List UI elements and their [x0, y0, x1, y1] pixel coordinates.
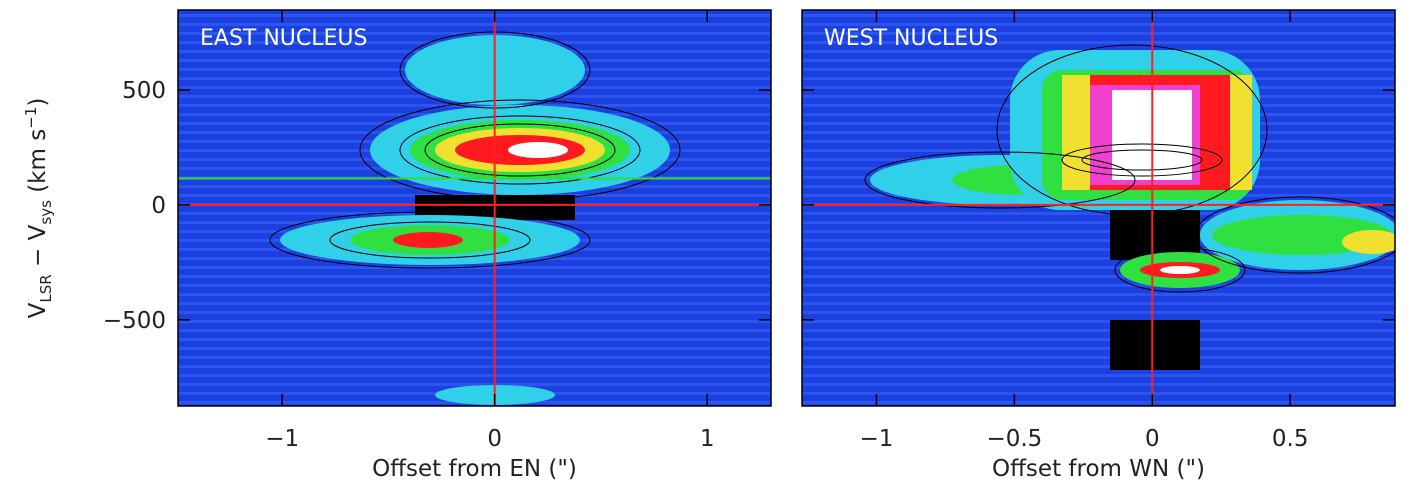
x-axis-label: Offset from WN (") [992, 456, 1205, 482]
y-label-part: ) [25, 98, 51, 107]
y-tick-label: 0 [151, 193, 166, 219]
x-tick-label: −0.5 [986, 426, 1042, 452]
y-axis-label: VLSR − Vsys (km s−1) [22, 98, 55, 319]
x-tick-label: 0.5 [1272, 426, 1309, 452]
x-tick-label: 0 [487, 426, 502, 452]
y-label-part: − V [25, 224, 51, 274]
y-label-part: −1 [22, 107, 40, 129]
y-tick-label: −500 [103, 308, 166, 334]
x-tick-label: −1 [265, 426, 299, 452]
y-label-part: sys [37, 200, 55, 225]
x-tick-label: 1 [700, 426, 715, 452]
x-axis-label: Offset from EN (") [372, 456, 577, 482]
x-tick-label: −1 [860, 426, 894, 452]
image-panel [178, 10, 771, 406]
plot-frame [177, 9, 772, 407]
y-label-part: (km s [25, 129, 51, 200]
x-tick-label: 0 [1145, 426, 1160, 452]
panel-title: WEST NUCLEUS [824, 26, 998, 51]
plot-frame [801, 9, 1396, 407]
y-label-part: LSR [37, 274, 55, 302]
panel-title: EAST NUCLEUS [200, 26, 368, 51]
y-label-part: V [25, 302, 51, 318]
y-tick-label: 500 [122, 78, 166, 104]
image-panel [802, 10, 1395, 406]
